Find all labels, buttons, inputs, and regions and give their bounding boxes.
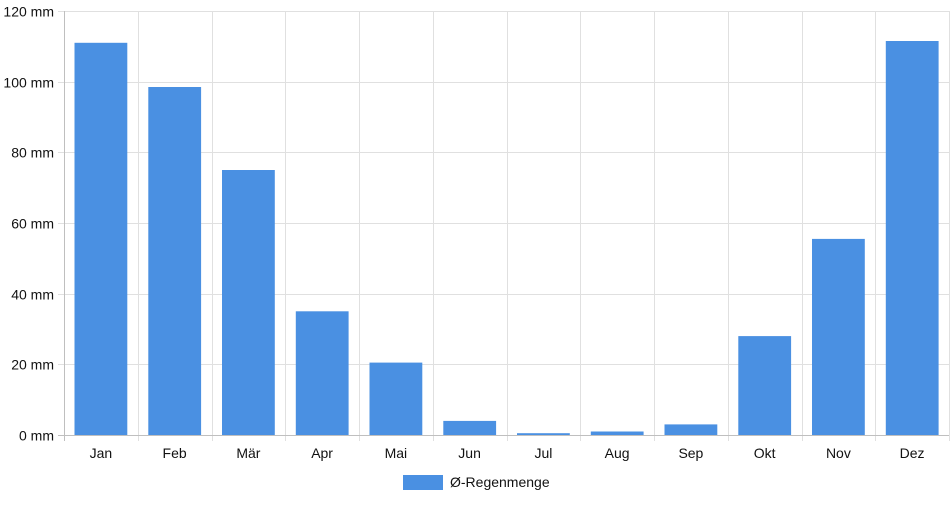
bar (74, 42, 128, 436)
bar (443, 420, 497, 435)
y-tick-label: 20 mm (11, 357, 54, 373)
y-tick-label: 40 mm (11, 287, 54, 303)
bars-layer (74, 41, 939, 436)
x-tick-label: Dez (900, 445, 925, 461)
x-tick-label: Apr (311, 445, 333, 461)
bar (738, 336, 792, 435)
x-tick-label: Jan (90, 445, 113, 461)
bar (222, 170, 275, 435)
bar (664, 424, 718, 435)
x-tick-label: Okt (754, 445, 776, 461)
x-tick-label: Sep (678, 445, 703, 461)
bar (885, 41, 939, 435)
x-tick-label: Mär (236, 445, 260, 461)
x-tick-label: Jul (534, 445, 552, 461)
y-tick-label: 0 mm (19, 428, 54, 444)
y-tick-label: 100 mm (3, 75, 54, 91)
x-tick-label: Nov (826, 445, 851, 461)
bar (148, 87, 202, 435)
bar (812, 238, 865, 435)
legend-swatch (403, 475, 443, 490)
legend-label: Ø-Regenmenge (450, 474, 550, 490)
x-tick-label: Feb (163, 445, 187, 461)
x-tick-label: Aug (605, 445, 630, 461)
grid-layer (58, 11, 950, 441)
axis-layer: 0 mm 20 mm 40 mm 60 mm 80 mm 100 mm 120 mm Jan F… (3, 4, 949, 461)
bar (517, 433, 570, 435)
y-tick-label: 120 mm (3, 4, 54, 20)
bar (295, 311, 349, 435)
y-tick-label: 80 mm (11, 145, 54, 161)
x-tick-label: Mai (385, 445, 408, 461)
x-tick-label: Jun (458, 445, 481, 461)
legend: Ø-Regenmenge (403, 474, 550, 490)
y-tick-label: 60 mm (11, 216, 54, 232)
bar (590, 431, 644, 435)
bar (369, 362, 423, 435)
